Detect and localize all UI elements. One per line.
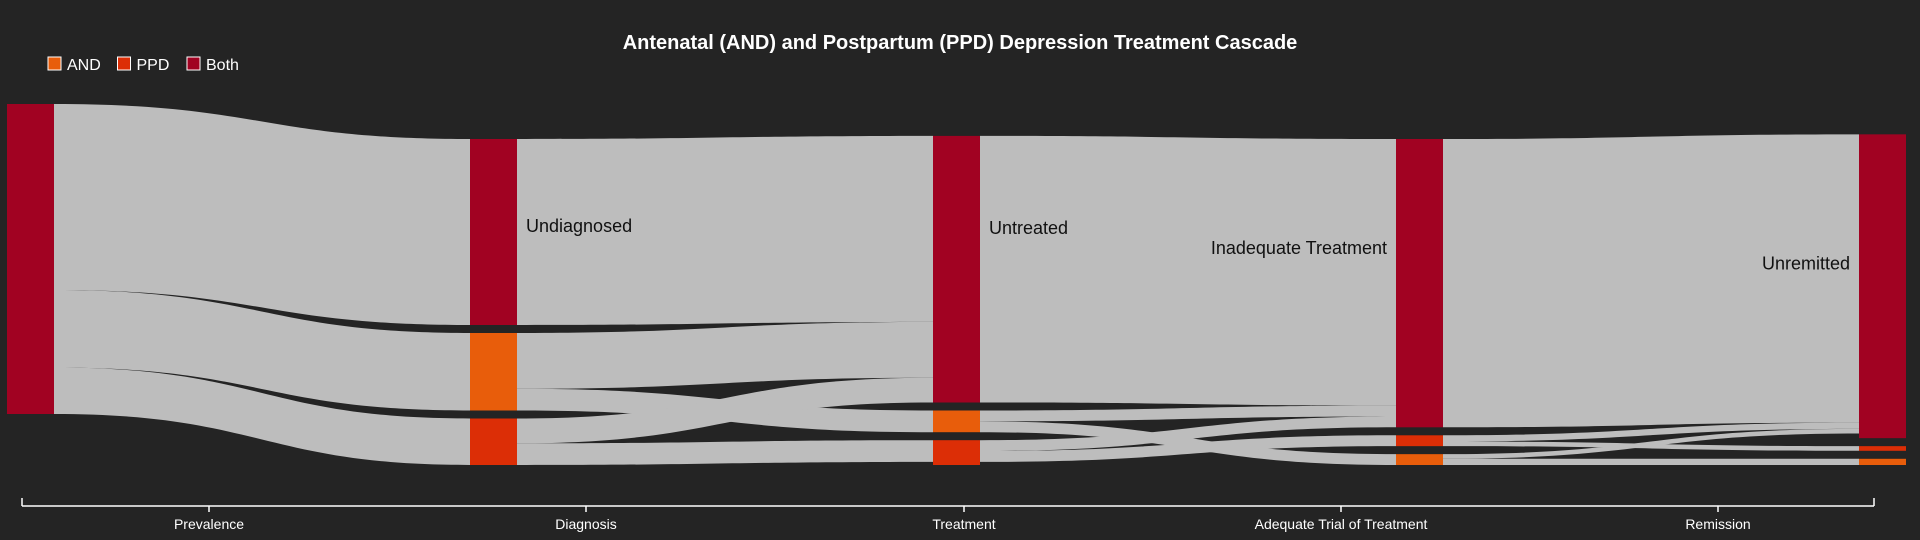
node-prev (7, 104, 54, 414)
node-label-untreated: Untreated (989, 218, 1068, 238)
node-a_and (1396, 454, 1443, 465)
link-prev-to-d_and (54, 290, 470, 411)
link-t_and-to-a_inad (980, 405, 1396, 422)
link-d_ppd-to-t_unt (517, 377, 933, 444)
node-d_and (470, 333, 517, 411)
link-a_inad-to-r_unr (1443, 134, 1859, 428)
tick-label-treatment: Treatment (932, 516, 995, 532)
node-r_and (1859, 458, 1906, 465)
link-t_ppd-to-a_ppd (980, 435, 1396, 462)
legend-label-both: Both (206, 57, 239, 74)
node-t_and (933, 410, 980, 433)
node-r_unr (1859, 134, 1906, 439)
tick-label-remission: Remission (1685, 516, 1750, 532)
links (54, 104, 1859, 465)
node-d_und (470, 139, 517, 325)
node-labels: Undiagnosed Untreated Inadequate Treatment… (526, 216, 1850, 273)
nodes (7, 104, 1906, 465)
node-a_inad (1396, 139, 1443, 428)
legend-swatch-ppd (117, 56, 131, 71)
tick-label-prevalence: Prevalence (174, 516, 244, 532)
link-a_and-to-r_and (1443, 458, 1859, 465)
link-prev-to-d_ppd (54, 367, 470, 465)
node-d_ppd (470, 418, 517, 465)
legend-label-and: AND (67, 57, 101, 74)
legend-swatch-and (47, 56, 62, 71)
stage-axis: Prevalence Diagnosis Treatment Adequate Tri… (21, 498, 1875, 532)
node-label-inadequate-treatment: Inadequate Treatment (1211, 238, 1387, 258)
link-d_and-to-t_unt (517, 321, 933, 389)
link-prev-to-d_und (54, 104, 470, 325)
node-r_ppd (1859, 446, 1906, 451)
tick-label-adequate-trial-of-treatment: Adequate Trial of Treatment (1255, 516, 1428, 532)
legend-label-ppd: PPD (137, 57, 170, 74)
node-t_ppd (933, 440, 980, 465)
legend: AND PPD Both (47, 56, 239, 74)
node-label-undiagnosed: Undiagnosed (526, 216, 632, 236)
link-d_ppd-to-t_ppd (517, 440, 933, 465)
node-a_ppd (1396, 435, 1443, 447)
chart-title: Antenatal (AND) and Postpartum (PPD) Dep… (623, 32, 1298, 54)
tick-label-diagnosis: Diagnosis (555, 516, 616, 532)
link-a_ppd-to-r_unr (1443, 422, 1859, 442)
link-d_und-to-t_unt (517, 135, 933, 325)
link-a_and-to-r_unr (1443, 428, 1859, 459)
node-label-unremitted: Unremitted (1762, 253, 1850, 273)
node-t_unt (933, 135, 980, 403)
link-t_ppd-to-a_inad (980, 416, 1396, 452)
link-t_unt-to-a_inad (980, 135, 1396, 406)
legend-swatch-both (186, 56, 201, 71)
